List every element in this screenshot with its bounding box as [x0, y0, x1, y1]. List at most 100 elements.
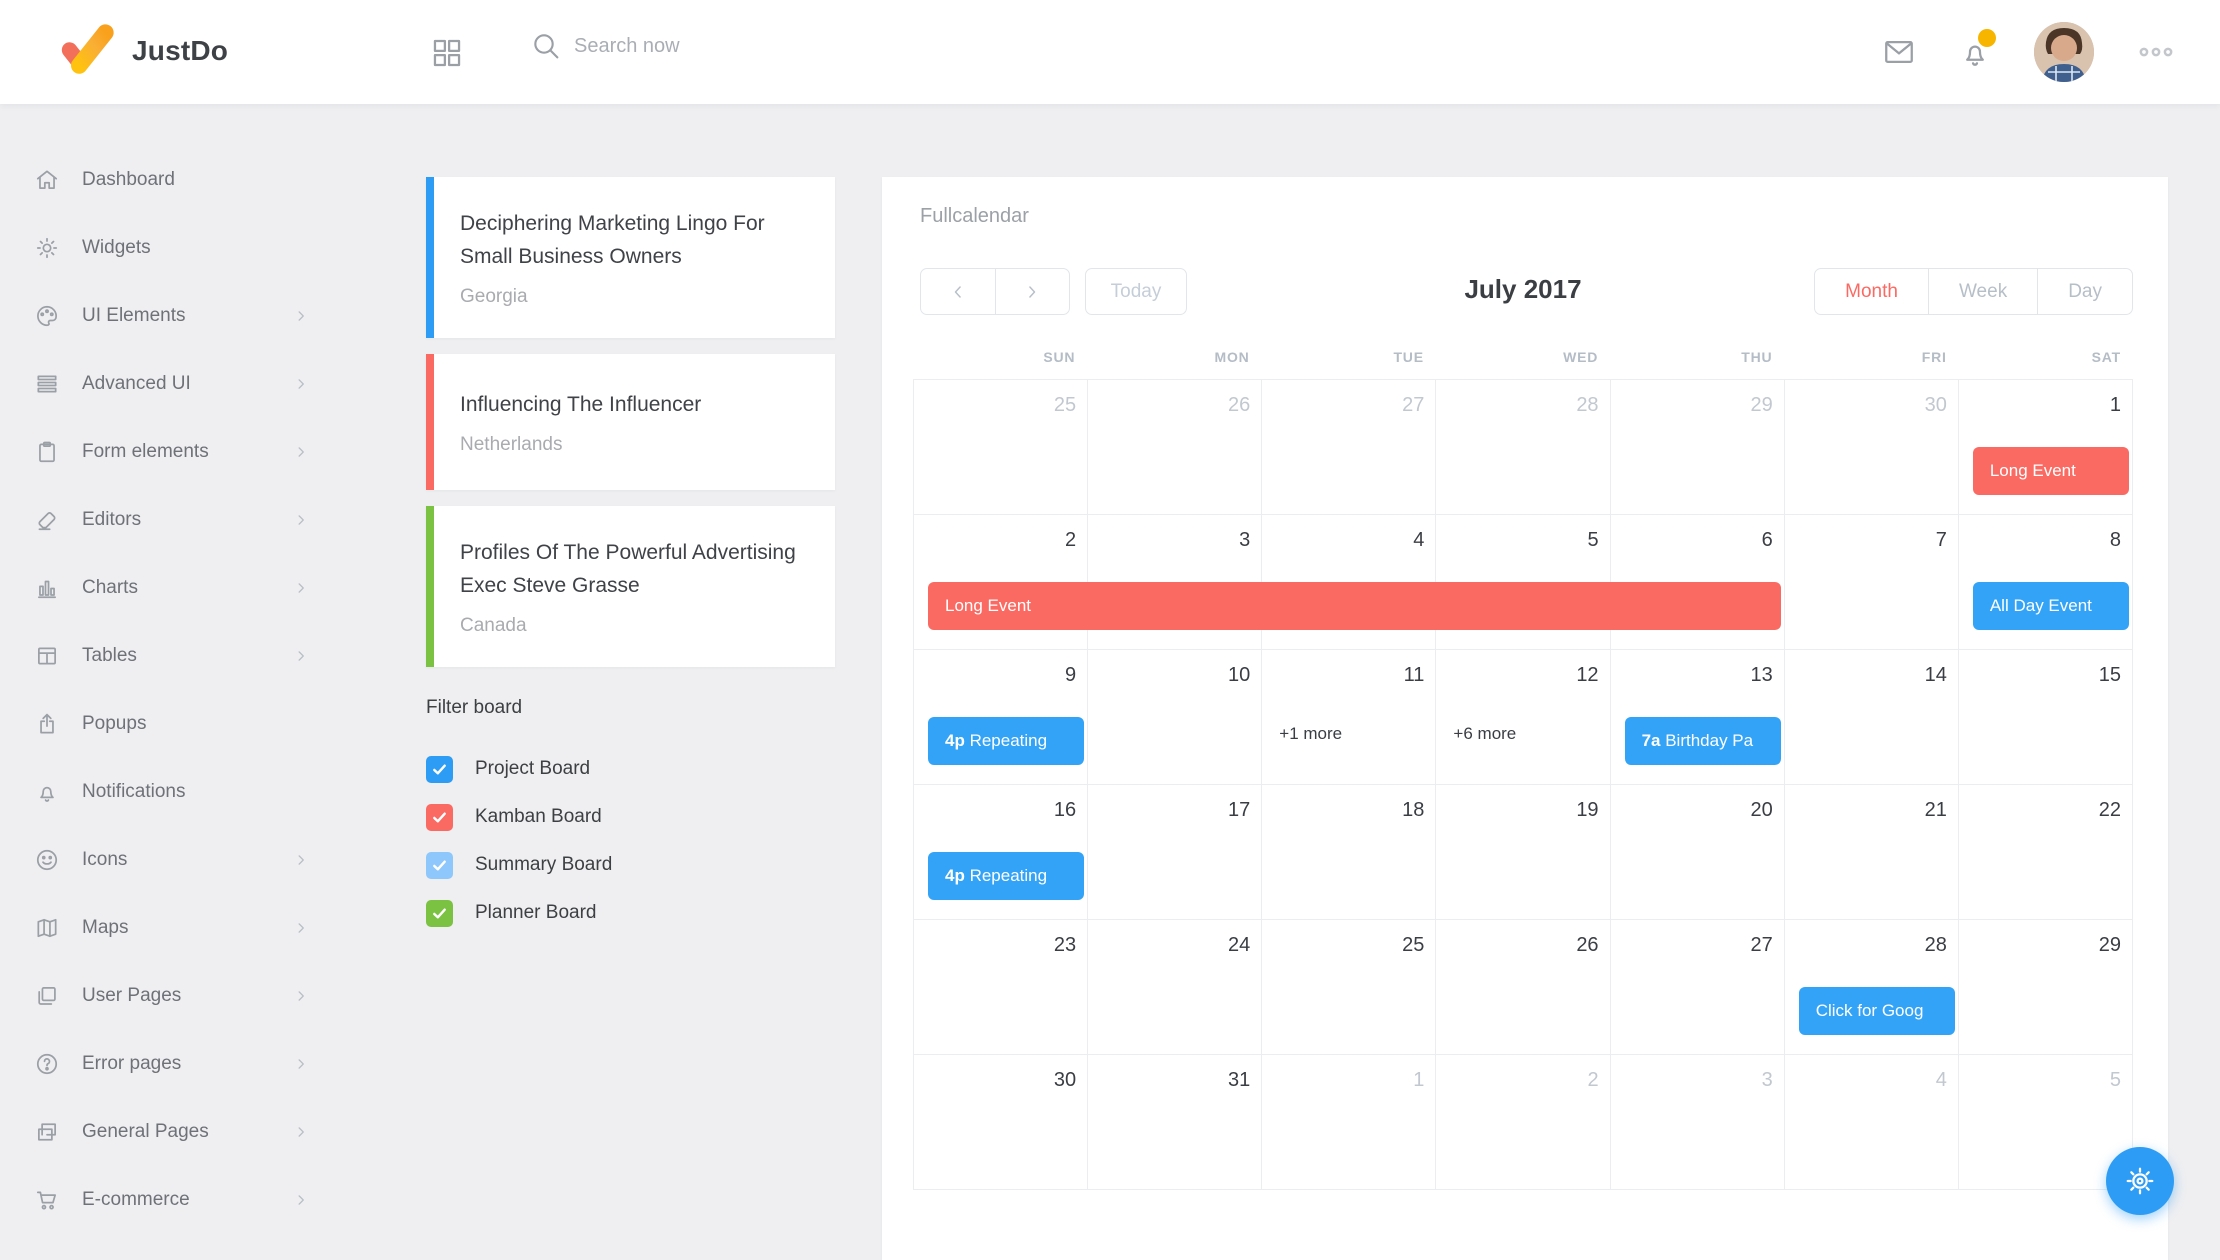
today-button[interactable]: Today — [1085, 268, 1187, 315]
day-cell-21[interactable]: 21 — [1784, 785, 1959, 920]
day-cell-30[interactable]: 30 — [1784, 380, 1959, 515]
board-card[interactable]: Deciphering Marketing Lingo For Small Bu… — [426, 177, 835, 338]
day-cell-25[interactable]: 25 — [1262, 920, 1437, 1055]
prev-month-button[interactable] — [921, 269, 996, 314]
sidebar-item-label: User Pages — [82, 985, 182, 1006]
day-cell-28[interactable]: 28 — [1784, 920, 1959, 1055]
day-cell-1[interactable]: 1 — [1262, 1055, 1437, 1190]
notifications-bell[interactable] — [1958, 29, 1996, 69]
next-month-button[interactable] — [996, 269, 1070, 314]
day-cell-9[interactable]: 9 — [914, 650, 1089, 785]
sidebar-item-popups[interactable]: Popups — [0, 690, 400, 758]
card-title: Influencing The Influencer — [460, 393, 702, 416]
calendar-event[interactable]: All Day Event — [1972, 582, 2129, 630]
day-cell-12[interactable]: 12 — [1436, 650, 1611, 785]
checkbox-checked[interactable] — [426, 803, 453, 831]
day-cell-7[interactable]: 7 — [1784, 515, 1959, 650]
filter-option-project-board[interactable]: Project Board — [426, 745, 835, 793]
sidebar-item-error-pages[interactable]: Error pages — [0, 1030, 400, 1098]
day-cell-15[interactable]: 15 — [1958, 650, 2133, 785]
day-cell-4[interactable]: 4 — [1784, 1055, 1959, 1190]
sidebar-item-notifications[interactable]: Notifications — [0, 758, 400, 826]
day-cell-18[interactable]: 18 — [1262, 785, 1437, 920]
day-cell-27[interactable]: 27 — [1262, 380, 1437, 515]
day-cell-30[interactable]: 30 — [914, 1055, 1089, 1190]
checkbox-checked[interactable] — [426, 755, 453, 783]
day-cell-2[interactable]: 2 — [1436, 1055, 1611, 1190]
board-card[interactable]: Profiles Of The Powerful Advertising Exe… — [426, 506, 835, 667]
calendar-event[interactable]: Click for Goog — [1798, 987, 1955, 1035]
day-number: 3 — [1761, 1069, 1773, 1091]
checkbox-checked[interactable] — [426, 851, 453, 879]
day-cell-5[interactable]: 5 — [1958, 1055, 2133, 1190]
calendar-event[interactable]: Long Event — [928, 582, 1781, 630]
day-cell-20[interactable]: 20 — [1610, 785, 1785, 920]
calendar-event[interactable]: 7a Birthday Pa — [1624, 717, 1781, 765]
sidebar-item-maps[interactable]: Maps — [0, 894, 400, 962]
day-cell-24[interactable]: 24 — [1088, 920, 1263, 1055]
view-button-week[interactable]: Week — [1927, 269, 2037, 314]
day-number: 24 — [1228, 934, 1251, 956]
sidebar-item-user-pages[interactable]: User Pages — [0, 962, 400, 1030]
day-cell-22[interactable]: 22 — [1958, 785, 2133, 920]
board-card[interactable]: Influencing The Influencer Netherlands — [426, 354, 835, 490]
filter-option-planner-board[interactable]: Planner Board — [426, 889, 835, 937]
day-cell-25[interactable]: 25 — [914, 380, 1089, 515]
sidebar-item-tables[interactable]: Tables — [0, 622, 400, 690]
sidebar-item-form-elements[interactable]: Form elements — [0, 418, 400, 486]
day-cell-8[interactable]: 8 — [1958, 515, 2133, 650]
user-avatar[interactable] — [2034, 22, 2094, 82]
sidebar-item-ui-elements[interactable]: UI Elements — [0, 282, 400, 350]
search-bar[interactable] — [530, 30, 894, 62]
sidebar-item-general-pages[interactable]: General Pages — [0, 1098, 400, 1166]
day-cell-3[interactable]: 3 — [1610, 1055, 1785, 1190]
filter-option-summary-board[interactable]: Summary Board — [426, 841, 835, 889]
settings-fab[interactable] — [2106, 1147, 2174, 1215]
sidebar-item-advanced-ui[interactable]: Advanced UI — [0, 350, 400, 418]
day-cell-29[interactable]: 29 — [1610, 380, 1785, 515]
sidebar-item-widgets[interactable]: Widgets — [0, 214, 400, 282]
calendar-event[interactable]: 4p Repeating — [928, 852, 1085, 900]
more-menu-icon[interactable] — [2136, 35, 2176, 69]
day-cell-10[interactable]: 10 — [1088, 650, 1263, 785]
check-icon — [433, 859, 446, 871]
day-cell-6[interactable]: 6 — [1610, 515, 1785, 650]
table-icon — [38, 647, 56, 665]
day-cell-27[interactable]: 27 — [1610, 920, 1785, 1055]
day-cell-19[interactable]: 19 — [1436, 785, 1611, 920]
day-cell-17[interactable]: 17 — [1088, 785, 1263, 920]
sidebar-item-icons[interactable]: Icons — [0, 826, 400, 894]
dow-label: MON — [1214, 349, 1250, 365]
more-events-link[interactable]: +1 more — [1279, 724, 1343, 743]
search-input[interactable] — [574, 34, 894, 58]
day-cell-29[interactable]: 29 — [1958, 920, 2133, 1055]
day-number: 31 — [1228, 1069, 1251, 1091]
day-cell-1[interactable]: 1 — [1958, 380, 2133, 515]
brand-logo[interactable]: JustDo — [56, 20, 228, 82]
sidebar-item-editors[interactable]: Editors — [0, 486, 400, 554]
calendar-event[interactable]: 4p Repeating — [928, 717, 1085, 765]
sidebar-item-e-commerce[interactable]: E-commerce — [0, 1166, 400, 1234]
calendar-event[interactable]: Long Event — [1972, 447, 2129, 495]
day-cell-13[interactable]: 13 — [1610, 650, 1785, 785]
stacked-pages-icon — [38, 987, 56, 1005]
sidebar-item-charts[interactable]: Charts — [0, 554, 400, 622]
view-button-day[interactable]: Day — [2037, 269, 2132, 314]
more-events-link[interactable]: +6 more — [1453, 724, 1517, 743]
day-cell-26[interactable]: 26 — [1088, 380, 1263, 515]
filter-option-kamban-board[interactable]: Kamban Board — [426, 793, 835, 841]
calendar-month-title: July 2017 — [1464, 274, 1582, 304]
day-cell-16[interactable]: 16 — [914, 785, 1089, 920]
mail-icon[interactable] — [1882, 35, 1916, 69]
sidebar-item-dashboard[interactable]: Dashboard — [0, 146, 400, 214]
day-cell-14[interactable]: 14 — [1784, 650, 1959, 785]
day-cell-26[interactable]: 26 — [1436, 920, 1611, 1055]
day-cell-28[interactable]: 28 — [1436, 380, 1611, 515]
day-cell-31[interactable]: 31 — [1088, 1055, 1263, 1190]
view-button-month[interactable]: Month — [1845, 280, 1898, 302]
checkbox-checked[interactable] — [426, 899, 453, 927]
day-cell-23[interactable]: 23 — [914, 920, 1089, 1055]
apps-grid-icon[interactable] — [430, 36, 464, 70]
chevron-right-icon — [298, 311, 304, 321]
day-cell-11[interactable]: 11 — [1262, 650, 1437, 785]
